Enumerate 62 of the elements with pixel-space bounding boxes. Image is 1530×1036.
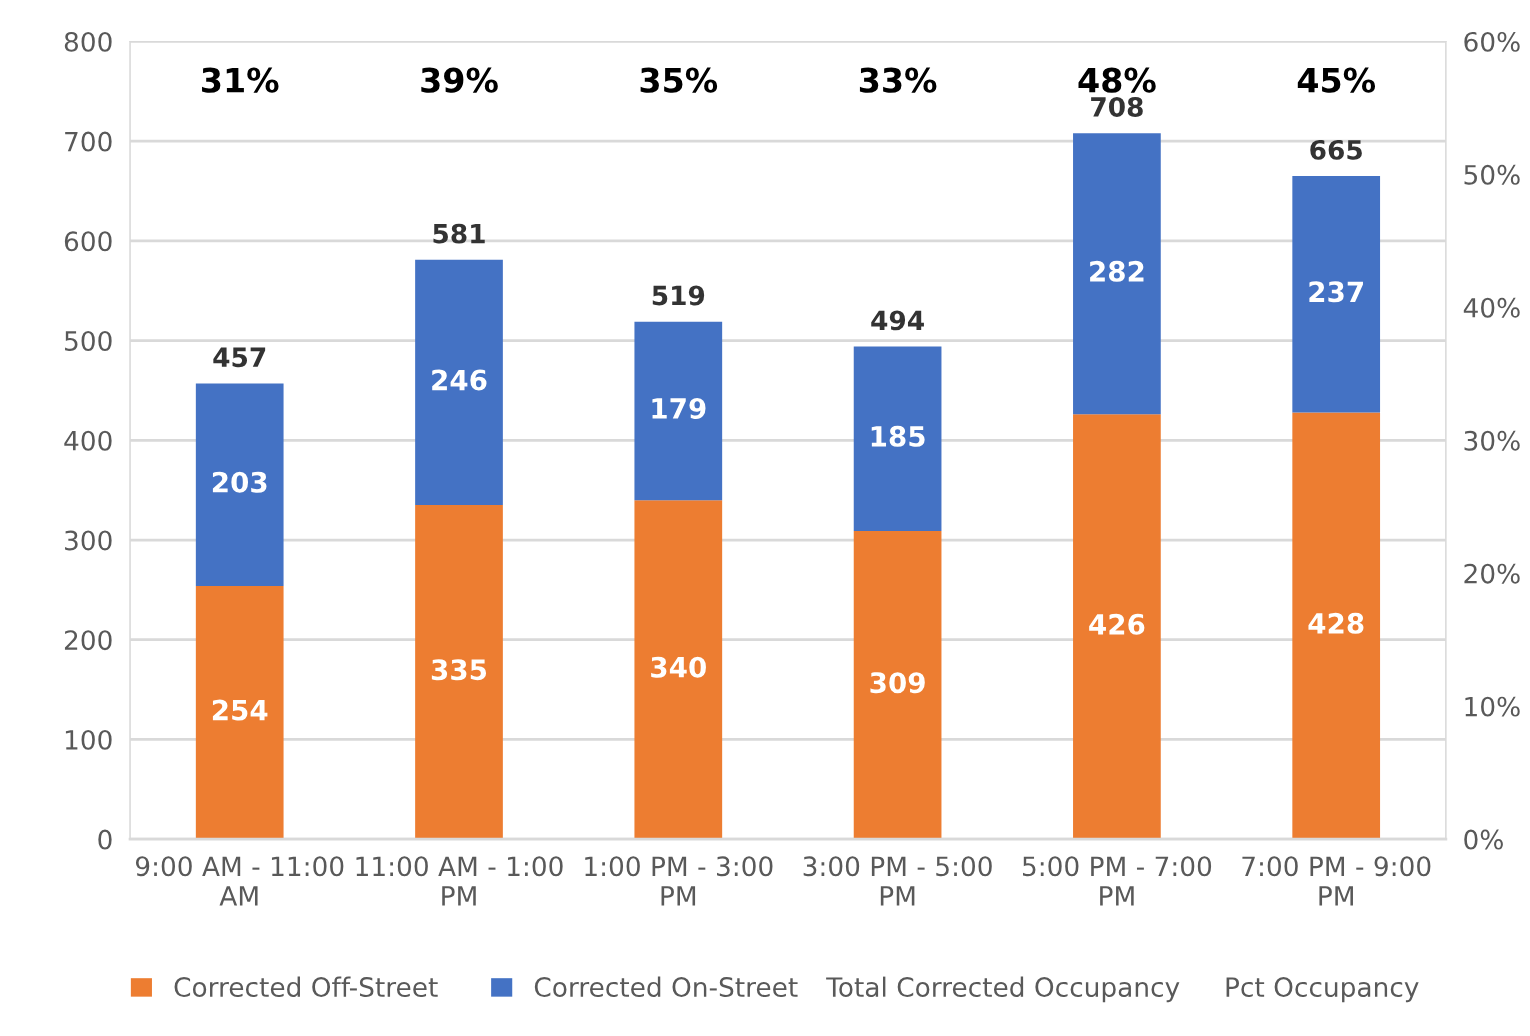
bar [415, 505, 503, 840]
total-label: 494 [871, 310, 924, 331]
bar [1073, 133, 1161, 415]
y-tick-label: 700 [65, 131, 112, 152]
y-tick-label: 100 [65, 729, 112, 750]
x-tick-label: 1:00 PM - 3:00 PM [585, 856, 773, 906]
x-tick-label: 5:00 PM - 7:00 PM [1023, 856, 1212, 906]
data-label: 282 [1090, 260, 1144, 282]
data-label: 246 [432, 369, 487, 391]
bar [195, 585, 284, 840]
total-label: 581 [433, 223, 485, 244]
y2-tick-label: 0% [1464, 829, 1503, 850]
data-label: 335 [431, 659, 487, 681]
bar [853, 531, 942, 840]
legend-label: Corrected Off-Street [174, 976, 438, 998]
annotation: 45% [1297, 67, 1376, 93]
bar [1292, 412, 1381, 840]
y2-tick-label: 20% [1464, 563, 1520, 584]
data-label: 179 [652, 397, 706, 419]
data-label: 428 [1308, 612, 1364, 634]
bar [195, 383, 284, 586]
data-label: 185 [871, 425, 925, 447]
x-tick-label: 3:00 PM - 5:00 PM [803, 856, 992, 906]
annotation: 35% [640, 67, 718, 93]
data-label: 309 [870, 672, 925, 694]
y-tick-label: 0 [98, 829, 112, 850]
x-tick-label: 11:00 AM - 1:00 PM [356, 856, 563, 906]
legend-label: Corrected On-Street [534, 976, 798, 998]
y-tick-label: 600 [64, 231, 112, 252]
y-tick-label: 400 [64, 430, 112, 451]
y-tick-label: 500 [65, 331, 112, 351]
y2-tick-label: 30% [1464, 430, 1520, 451]
y-tick-label: 300 [65, 530, 112, 551]
text: Pct Occupancy [1226, 977, 1419, 1003]
y2-tick-label: 10% [1465, 696, 1520, 717]
y-tick-label: 800 [64, 31, 112, 52]
text: Total Corrected Occupancy [826, 976, 1180, 1003]
data-label: 254 [212, 699, 268, 721]
data-label: 340 [651, 656, 706, 678]
bar [853, 346, 942, 532]
data-label: 237 [1309, 281, 1363, 303]
total-label: 457 [213, 347, 266, 368]
data-label: 426 [1089, 613, 1145, 635]
annotation: 48% [1078, 67, 1156, 93]
y2-tick-label: 60% [1464, 31, 1520, 52]
y2-tick-label: 50% [1464, 164, 1520, 185]
x-tick-label: 7:00 PM - 9:00 PM [1242, 856, 1431, 906]
bar [415, 259, 503, 506]
y-tick-label: 200 [64, 630, 112, 651]
annotation: 31% [202, 67, 279, 93]
y2-tick-label: 40% [1463, 297, 1520, 318]
bar [634, 321, 723, 501]
bar [634, 500, 723, 840]
annotation: 33% [859, 67, 937, 93]
bar [1073, 414, 1161, 840]
data-label: 203 [212, 471, 267, 493]
total-label: 665 [1310, 139, 1362, 160]
annotation: 39% [421, 67, 498, 93]
bar [1292, 176, 1381, 413]
total-label: 708 [1091, 96, 1143, 117]
total-label: 519 [652, 285, 705, 306]
x-tick-label: 9:00 AM - 11:00 AM [135, 856, 344, 906]
